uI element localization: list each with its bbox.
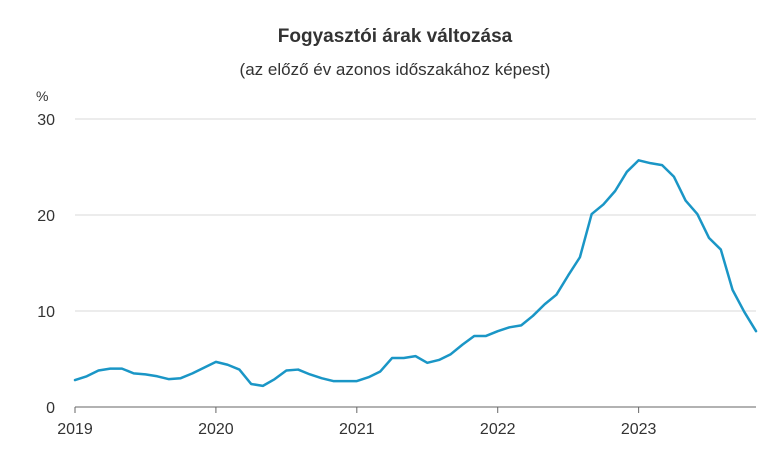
x-tick-label: 2023 bbox=[621, 421, 657, 438]
y-tick-labels: 0 10 20 30 bbox=[37, 112, 55, 417]
grid-lines bbox=[75, 118, 756, 312]
x-tick-label: 2019 bbox=[57, 421, 93, 438]
x-tick-labels: 2019 2020 2021 2022 2023 bbox=[57, 421, 656, 438]
chart-subtitle: (az előző év azonos időszakához képest) bbox=[240, 60, 551, 79]
x-tick-marks bbox=[74, 407, 640, 413]
y-tick-label: 30 bbox=[37, 112, 55, 129]
chart-title: Fogyasztói árak változása bbox=[278, 26, 513, 47]
series-line bbox=[73, 159, 758, 388]
y-tick-label: 0 bbox=[46, 400, 55, 417]
y-tick-label: 10 bbox=[37, 304, 55, 321]
x-tick-label: 2021 bbox=[339, 421, 375, 438]
x-tick-label: 2020 bbox=[198, 421, 234, 438]
x-tick-label: 2022 bbox=[480, 421, 516, 438]
y-unit-label: % bbox=[36, 88, 48, 104]
y-tick-label: 20 bbox=[37, 208, 55, 225]
series-layer bbox=[73, 159, 758, 388]
